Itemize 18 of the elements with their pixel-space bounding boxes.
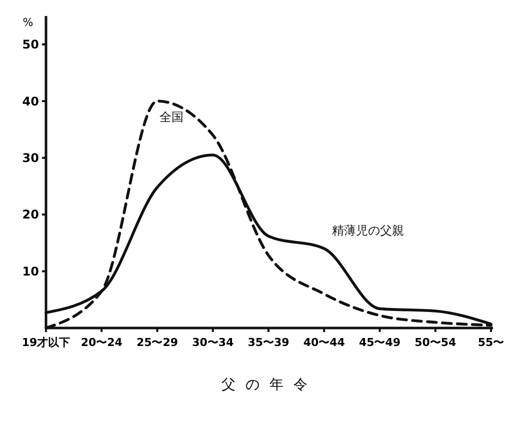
x-tick-label: 45〜49 (358, 336, 401, 349)
y-tick-label: 50 (22, 38, 39, 52)
x-tick-label: 30〜34 (192, 336, 234, 349)
y-axis-title: % (22, 16, 34, 29)
y-tick-label: 20 (22, 208, 39, 222)
x-tick-label: 19才以下 (22, 336, 70, 349)
y-tick-label: 40 (22, 94, 39, 108)
series-label: 全国 (159, 110, 184, 124)
y-tick-label: 10 (22, 264, 39, 278)
series-label: 精薄児の父親 (332, 224, 404, 238)
y-tick-label: 30 (22, 151, 39, 166)
x-tick-label: 40〜44 (303, 336, 346, 349)
x-axis-title: 父の年令 (222, 377, 318, 393)
x-tick-label: 25〜29 (136, 336, 178, 349)
x-tick-label: 20〜24 (80, 336, 123, 349)
x-tick-label: 50〜54 (414, 336, 457, 349)
x-tick-label: 55〜 (478, 336, 504, 349)
x-tick-label: 35〜39 (248, 336, 290, 349)
